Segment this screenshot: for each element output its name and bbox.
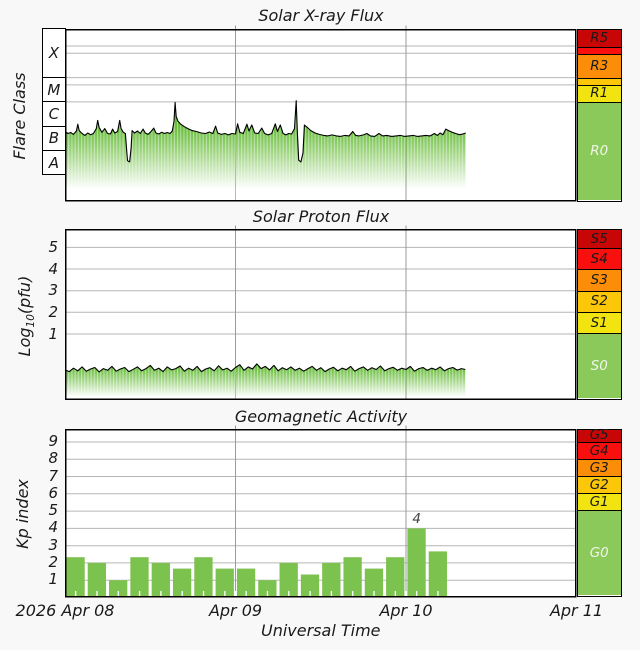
kp-panel-title: Geomagnetic Activity <box>234 406 408 426</box>
x-tick-label-apr09: Apr 09 <box>208 600 263 620</box>
kp-y-tick-3: 3 <box>48 535 58 554</box>
scale-segment-S5: S5 <box>577 230 621 249</box>
proton-y-tick-3: 3 <box>48 281 58 300</box>
kp-y-tick-4: 4 <box>48 518 58 537</box>
scale-segment-R0: R0 <box>577 101 621 200</box>
flare-class-box-A: A <box>41 149 67 176</box>
scale-segment-S4: S4 <box>577 248 621 270</box>
scale-segment-G0: G0 <box>577 510 621 596</box>
flare-class-box-B: B <box>41 125 67 152</box>
proton-panel-title: Solar Proton Flux <box>252 206 390 226</box>
scale-segment-R3: R3 <box>577 53 621 78</box>
scale-segment-G3: G3 <box>577 459 621 477</box>
kp-y-tick-5: 5 <box>48 501 58 520</box>
scale-segment-R5: R5 <box>577 30 621 47</box>
scale-segment-R-minor-1 <box>577 46 621 54</box>
scale-segment-G5: G5 <box>577 429 621 443</box>
s-scale-colorbar: S5 S4 S3 S2 S1 S0 <box>576 229 622 400</box>
xray-plot <box>64 25 577 202</box>
x-tick-label-apr08: 2026 Apr 08 <box>15 600 115 620</box>
scale-segment-S0: S0 <box>577 333 621 399</box>
flare-class-box-C: C <box>41 101 67 127</box>
kp-y-tick-6: 6 <box>48 483 58 502</box>
kp-y-tick-9: 9 <box>48 432 58 450</box>
scale-segment-G2: G2 <box>577 476 621 494</box>
kp-y-tick-1: 1 <box>48 570 58 589</box>
scale-segment-S2: S2 <box>577 290 621 312</box>
flare-class-box-M: M <box>41 76 67 103</box>
kp-y-tick-2: 2 <box>48 552 58 571</box>
scale-segment-R-minor-3 <box>577 77 621 85</box>
x-tick-label-apr11: Apr 11 <box>549 600 604 620</box>
proton-y-tick-2: 2 <box>48 302 58 321</box>
x-tick-label-apr10: Apr 10 <box>379 600 433 620</box>
proton-plot <box>64 225 577 400</box>
scale-segment-S1: S1 <box>577 311 621 334</box>
scale-segment-S3: S3 <box>577 269 621 291</box>
scale-segment-G1: G1 <box>577 493 621 511</box>
proton-y-tick-5: 5 <box>48 237 58 256</box>
kp-y-tick-7: 7 <box>48 466 58 485</box>
proton-y-tick-4: 4 <box>48 259 58 278</box>
g-scale-colorbar: G5 G4 G3 G2 G1 G0 <box>576 428 622 597</box>
proton-y-tick-1: 1 <box>48 324 58 343</box>
xray-y-axis-label: Flare Class <box>10 72 29 160</box>
kp-y-tick-8: 8 <box>48 449 58 468</box>
r-scale-colorbar: R5 R3 R1 R0 <box>576 29 622 202</box>
kp-peak-annotation: 4 <box>412 510 421 527</box>
scale-segment-G4: G4 <box>577 442 621 460</box>
x-axis-title: Universal Time <box>260 620 381 640</box>
scale-segment-R1: R1 <box>577 84 621 102</box>
xray-panel-title: Solar X-ray Flux <box>258 6 384 25</box>
kp-plot <box>65 425 577 597</box>
flare-class-box-X: X <box>41 28 67 79</box>
